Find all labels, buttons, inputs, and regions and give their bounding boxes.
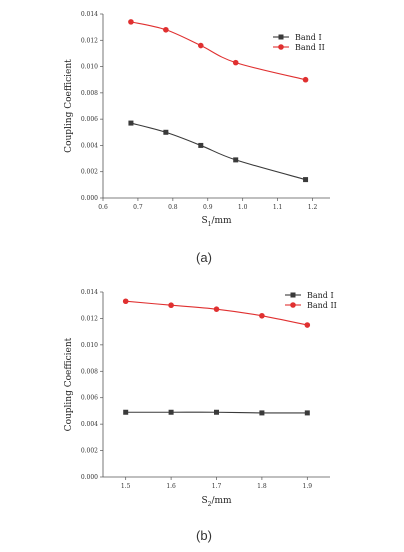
y-tick-label: 0.002 (81, 448, 98, 455)
x-tick-label: 1.5 (121, 483, 131, 490)
x-tick-label: 0.7 (133, 204, 143, 211)
y-tick-label: 0.006 (81, 395, 98, 402)
x-axis-label-symbol: S (201, 496, 207, 506)
data-point-circle (259, 312, 265, 319)
x-axis-label-subscript: 2 (208, 501, 212, 508)
data-point-square (123, 409, 129, 415)
data-point-square (233, 157, 239, 163)
x-tick-label: 0.8 (168, 204, 178, 211)
x-tick-label: 1.9 (303, 483, 313, 490)
legend-label: Band I (307, 291, 334, 300)
data-point-circle (122, 298, 129, 305)
y-tick-label: 0.010 (81, 64, 98, 71)
x-tick-label: 1.7 (212, 483, 222, 490)
figure-caption: (b) (196, 528, 212, 543)
data-point-circle (168, 302, 174, 309)
legend-marker-square (290, 292, 296, 298)
data-point-circle (163, 26, 169, 33)
x-axis-label-subscript: 1 (208, 221, 212, 228)
y-tick-label: 0.004 (81, 421, 98, 428)
x-axis-label: S2/mm (201, 496, 232, 508)
legend-marker-circle (290, 302, 296, 308)
data-point-circle (213, 306, 220, 312)
legend-marker-square (278, 34, 284, 40)
x-tick-label: 1.1 (273, 204, 283, 211)
x-tick-label: 1.0 (238, 204, 248, 211)
series-band-i (128, 120, 309, 183)
data-point-square (128, 120, 134, 126)
series-line (125, 300, 308, 326)
figure-caption: (a) (196, 250, 212, 265)
data-point-square (214, 409, 219, 415)
data-point-square (303, 177, 309, 183)
x-tick-label: 0.9 (203, 204, 213, 211)
y-tick-label: 0.006 (81, 116, 98, 123)
y-tick-label: 0.012 (81, 315, 98, 322)
data-point-square (259, 410, 265, 416)
data-point-square (198, 142, 204, 148)
y-tick-label: 0.004 (81, 142, 98, 149)
y-axis-label: Coupling Coefficient (64, 337, 74, 431)
series-band-ii (122, 298, 311, 328)
series-band-i (123, 409, 310, 416)
y-tick-label: 0.010 (81, 342, 98, 349)
series-line (130, 122, 306, 181)
data-point-circle (304, 322, 311, 328)
legend-marker-circle (278, 44, 284, 50)
chart-a: 0.000 0.002 0.004 0.006 0.008 0.010 0.012 0.014… (64, 11, 330, 228)
data-point-square (168, 409, 174, 415)
y-tick-label: 0.014 (81, 11, 98, 18)
x-axis-label-unit: /mm (211, 496, 232, 506)
data-point-circle (232, 59, 239, 66)
data-point-square (163, 129, 169, 135)
legend-label: Band II (307, 301, 337, 310)
legend-label: Band I (295, 33, 322, 42)
legend-label: Band II (295, 43, 325, 52)
series-band-ii (128, 19, 309, 83)
y-tick-label: 0.012 (81, 37, 98, 44)
y-axis-label: Coupling Coefficient (64, 59, 74, 153)
x-axis-label-symbol: S (201, 216, 207, 226)
data-point-square (304, 410, 310, 416)
chart-b: 0.000 0.002 0.004 0.006 0.008 0.010 0.012 0.014… (64, 289, 337, 508)
data-point-circle (128, 19, 134, 25)
data-point-circle (302, 76, 309, 83)
x-tick-label: 1.2 (308, 204, 318, 211)
y-tick-label: 0.008 (81, 90, 98, 97)
y-tick-label: 0.008 (81, 368, 98, 375)
y-tick-label: 0.002 (81, 169, 98, 176)
data-point-circle (197, 42, 204, 49)
x-tick-label: 1.6 (166, 483, 176, 490)
x-axis-label: S1/mm (201, 216, 232, 228)
y-tick-label: 0.014 (81, 289, 98, 296)
x-tick-label: 1.8 (257, 483, 267, 490)
series-line (130, 21, 306, 81)
x-tick-label: 0.6 (98, 204, 108, 211)
y-tick-label: 0.000 (81, 474, 98, 481)
x-axis-label-unit: /mm (211, 216, 232, 226)
y-tick-label: 0.000 (81, 195, 98, 202)
